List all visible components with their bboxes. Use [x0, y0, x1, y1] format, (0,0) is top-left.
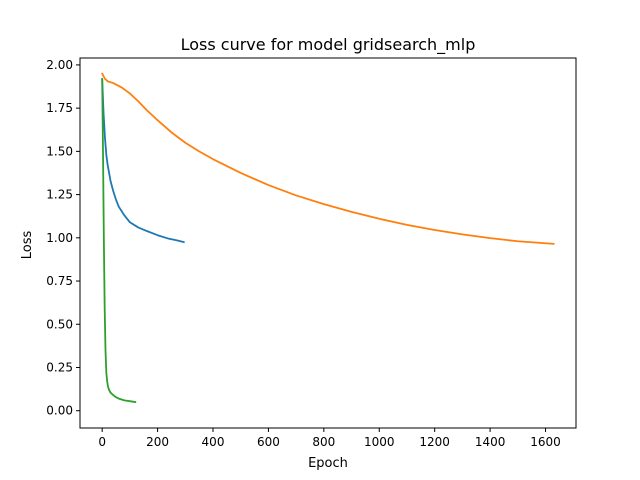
- y-axis-label: Loss: [20, 231, 35, 260]
- y-tick-label: 1.75: [46, 101, 73, 115]
- x-tick-label: 1000: [364, 435, 395, 449]
- y-tick-label: 0.25: [46, 360, 73, 374]
- x-axis-label: Epoch: [308, 456, 348, 471]
- y-tick-label: 1.00: [46, 231, 73, 245]
- x-tick-label: 1400: [475, 435, 506, 449]
- y-tick-label: 0.00: [46, 404, 73, 418]
- x-tick-label: 800: [312, 435, 335, 449]
- chart-title: Loss curve for model gridsearch_mlp: [181, 35, 476, 55]
- series-line-2: [101, 72, 555, 245]
- x-tick-label: 600: [257, 435, 280, 449]
- y-tick-label: 1.50: [46, 144, 73, 158]
- x-tick-label: 0: [98, 435, 106, 449]
- y-tick-label: 2.00: [46, 58, 73, 72]
- x-tick-label: 1600: [530, 435, 561, 449]
- x-tick-label: 1200: [419, 435, 450, 449]
- y-tick-label: 1.25: [46, 188, 73, 202]
- series-line-3: [101, 77, 137, 403]
- y-tick-label: 0.50: [46, 317, 73, 331]
- plot-frame: [79, 57, 577, 429]
- x-tick-label: 200: [146, 435, 169, 449]
- y-tick-label: 0.75: [46, 274, 73, 288]
- x-tick-label: 400: [202, 435, 225, 449]
- plot-area: 0 200 400 600 800 1000 1200 1400 1600 0.00 0.25 0.5…: [46, 57, 577, 449]
- series-line-1: [101, 77, 185, 244]
